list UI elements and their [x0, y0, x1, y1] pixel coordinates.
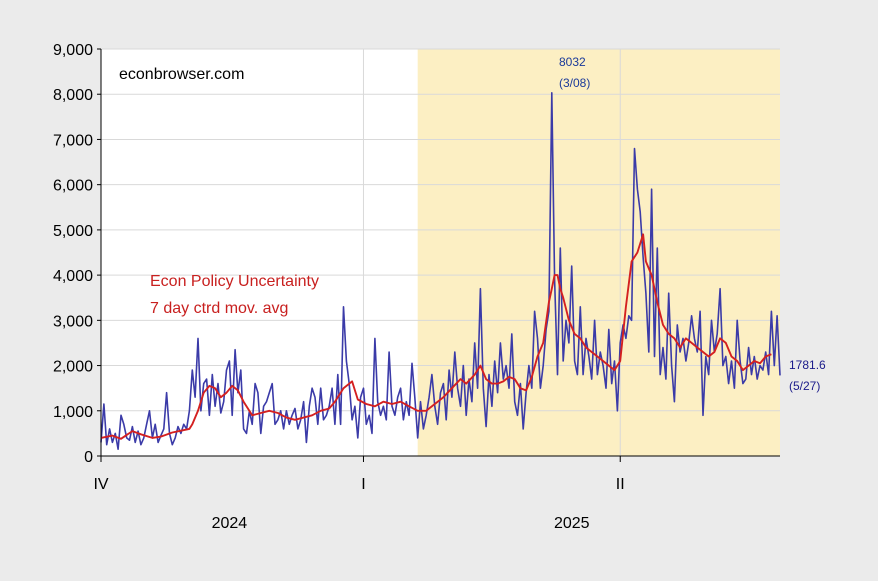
x-tick-label: IV — [93, 476, 108, 493]
series-layer — [100, 92, 781, 450]
y-tick-label: 8,000 — [53, 87, 93, 104]
last-value-label: 1781.6 — [789, 358, 826, 372]
y-tick-label: 3,000 — [53, 313, 93, 330]
gridlines — [101, 48, 780, 456]
y-tick-label: 0 — [84, 449, 93, 466]
y-tick-label: 6,000 — [53, 178, 93, 195]
y-tick-label: 9,000 — [53, 42, 93, 59]
series-line-daily — [100, 92, 781, 450]
y-tick-label: 5,000 — [53, 223, 93, 240]
x-tick-label: I — [361, 476, 365, 493]
series-line-moving_average — [100, 233, 772, 440]
annotation-line2: 7 day ctrd mov. avg — [150, 300, 288, 317]
last-date-label: (5/27) — [789, 379, 820, 393]
y-tick-label: 4,000 — [53, 268, 93, 285]
annotation-line1: Econ Policy Uncertainty — [150, 273, 319, 290]
peak-date-label: (3/08) — [559, 76, 590, 90]
y-axis: 0 1,000 2,000 3,000 4,000 5,000 6,000 7,000 8,00… — [53, 42, 101, 466]
x-year-label: 2025 — [554, 515, 590, 532]
watermark: econbrowser.com — [119, 66, 244, 83]
y-tick-label: 7,000 — [53, 132, 93, 149]
y-tick-label: 1,000 — [53, 404, 93, 421]
peak-value-label: 8032 — [559, 55, 586, 69]
x-tick-label: II — [616, 476, 625, 493]
x-year-label: 2024 — [212, 515, 248, 532]
y-tick-label: 2,000 — [53, 359, 93, 376]
